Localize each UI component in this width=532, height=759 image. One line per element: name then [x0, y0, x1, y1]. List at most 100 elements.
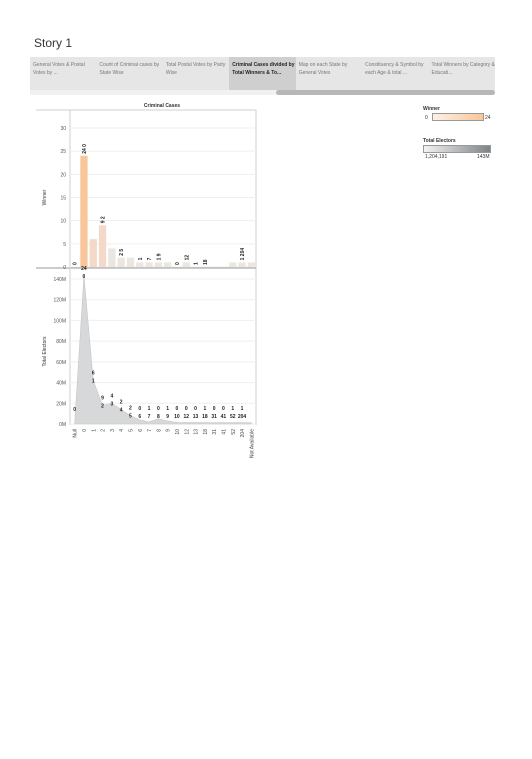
bar-label: 1 [194, 262, 200, 265]
area-label: 3 [110, 401, 113, 407]
area-label: 0 [213, 406, 216, 412]
legend-electors-gradient [423, 145, 491, 153]
bar [126, 257, 135, 267]
area-label: 0 [185, 406, 188, 412]
bar-label: 18 [203, 259, 209, 265]
area-label: 52 [230, 414, 236, 420]
bar [182, 262, 190, 267]
bar [89, 239, 97, 267]
area-label: 4 [110, 393, 113, 399]
x-tick-label: 1 [91, 429, 97, 432]
area-label: 1 [92, 379, 95, 385]
x-tick-label: 18 [203, 429, 209, 435]
y-tick-label: 60M [56, 360, 66, 366]
area-label: 13 [193, 414, 199, 420]
area-label: 9 [166, 414, 169, 420]
bar [98, 225, 107, 267]
bar [108, 248, 116, 267]
area-label: 2 [101, 403, 104, 409]
x-tick-label: Not Available [249, 429, 255, 458]
bar-label: 0 [73, 262, 79, 265]
legend-winner-max: 24 [485, 115, 491, 121]
chart-title: Criminal Cases [144, 103, 180, 109]
tab-criminal-cases-divided[interactable]: Criminal Cases divided by Total Winners … [229, 57, 296, 90]
y-tick-label: 15 [60, 196, 66, 202]
bar-label: 0 [175, 262, 181, 265]
area-label: 10 [174, 414, 180, 420]
story-title: Story 1 [34, 36, 73, 50]
area-label: 0 [194, 406, 197, 412]
legend-winner-gradient [432, 113, 484, 121]
y-tick-label: 80M [56, 339, 66, 345]
x-tick-label: 12 [184, 429, 190, 435]
x-tick-label: 8 [156, 429, 162, 432]
y-tick-label: 20 [60, 172, 66, 178]
legend-electors-min: 1,204,191 [425, 154, 448, 160]
area [74, 275, 252, 425]
bar [238, 262, 246, 267]
x-tick-label: 41 [221, 429, 227, 435]
y-tick-label: 25 [60, 149, 66, 155]
area-label: 4 [120, 408, 123, 414]
tabs-scrollbar-thumb[interactable] [276, 90, 495, 95]
bar [154, 262, 162, 267]
area-label: 7 [148, 414, 151, 420]
x-tick-label: 31 [212, 429, 218, 435]
y-axis-title: Winner [42, 189, 48, 205]
x-tick-label: Null [73, 429, 79, 438]
bar [247, 262, 255, 267]
story-tabs: General Votes & Postal Votes by ... Coun… [30, 57, 495, 90]
area-label: 2 [120, 400, 123, 406]
x-tick-label: 13 [194, 429, 200, 435]
x-tick-label: 6 [138, 429, 144, 432]
tab-map-by-state[interactable]: Map on each State by General Votes [298, 62, 348, 76]
y-tick-label: 100M [53, 318, 66, 324]
bar [145, 262, 153, 267]
bar-label: 1 [138, 257, 144, 260]
tab-general-votes[interactable]: General Votes & Postal Votes by ... [33, 62, 85, 76]
area-label: 0 [157, 406, 160, 412]
bar [80, 155, 88, 267]
bar-label: 9 2 [101, 216, 107, 223]
tabs-scrollbar[interactable] [30, 90, 495, 95]
area-label: 41 [221, 414, 227, 420]
tab-postal-votes-by-party[interactable]: Total Postal Votes by Party Wise [165, 62, 226, 76]
bar [164, 262, 172, 267]
bar-label: 2 5 [119, 249, 125, 256]
area-label: 31 [211, 414, 217, 420]
area-label: 1 [148, 406, 151, 412]
bar [229, 262, 237, 267]
area-label: 8 [157, 414, 160, 420]
y-tick-label: 5 [63, 242, 66, 248]
x-tick-label: 204 [240, 429, 246, 438]
y-tick-label: 0M [59, 422, 66, 428]
area-label: 0 [138, 406, 141, 412]
area-label: 2 [129, 406, 132, 412]
area-label: 1 [241, 406, 244, 412]
bar-label: 24 0 [82, 144, 88, 154]
y-axis-title: Total Electors [42, 336, 48, 367]
tab-winners-by-category[interactable]: Total Winners by Category & Educati... [431, 62, 495, 76]
area-label: 6 [92, 371, 95, 377]
tab-criminal-cases-by-state[interactable]: Count of Criminal cases by State Wise [99, 62, 160, 76]
area-label: 6 [138, 414, 141, 420]
area-label: 1 [203, 406, 206, 412]
legend-winner-title: Winner [423, 106, 440, 112]
y-tick-label: 0 [63, 265, 66, 271]
x-tick-label: 52 [231, 429, 237, 435]
bar-label: 1 9 [156, 253, 162, 260]
y-tick-label: 120M [53, 298, 66, 304]
area-label: 0 [73, 407, 76, 413]
x-tick-label: 2 [101, 429, 107, 432]
y-tick-label: 20M [56, 401, 66, 407]
y-tick-label: 10 [60, 219, 66, 225]
y-tick-label: 40M [56, 381, 66, 387]
tab-constituency-symbol[interactable]: Constituency & Symbol by each Age & tota… [365, 62, 424, 76]
area-label: 1 [166, 406, 169, 412]
x-tick-label: 3 [110, 429, 116, 432]
x-tick-label: 4 [119, 429, 125, 432]
bar-label: 1 204 [240, 248, 246, 261]
area-label: 0 [222, 406, 225, 412]
x-tick-label: 9 [166, 429, 172, 432]
